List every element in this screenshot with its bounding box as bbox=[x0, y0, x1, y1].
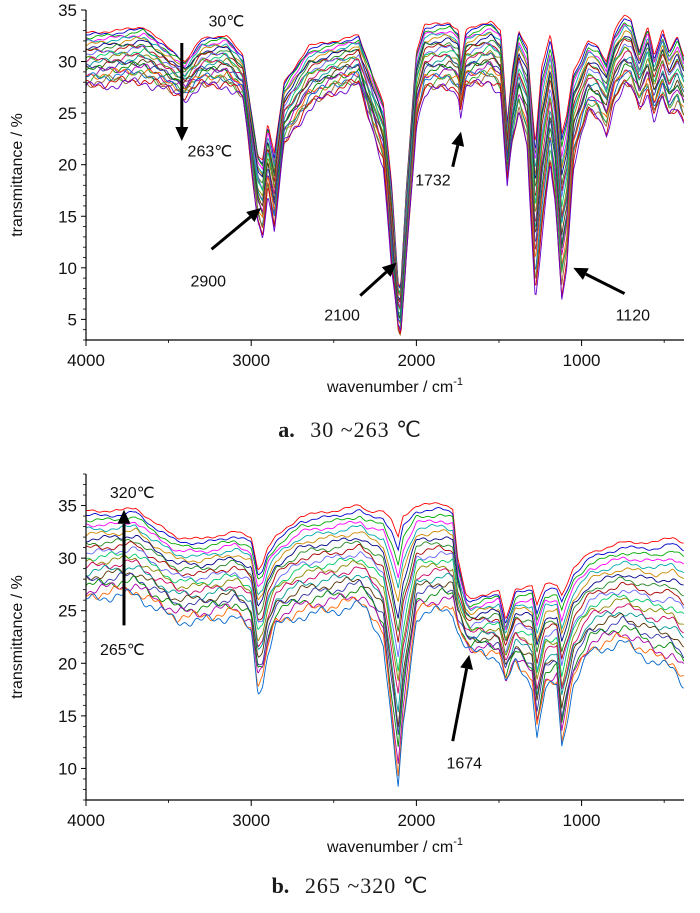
series-line-b-6 bbox=[86, 527, 684, 643]
y-tick-label-a: 20 bbox=[58, 156, 77, 175]
y-tick-label-a: 10 bbox=[58, 259, 77, 278]
annotation-arrowhead-b-2 bbox=[460, 654, 473, 670]
annotation-label-a-3: 2900 bbox=[190, 273, 226, 290]
series-line-b-9 bbox=[86, 541, 684, 664]
series-line-a-19 bbox=[86, 67, 684, 326]
caption-b-text: 265 ~320 ℃ bbox=[304, 873, 429, 898]
caption-b-letter: b. bbox=[271, 873, 290, 898]
x-tick-label-a: 2000 bbox=[397, 351, 435, 370]
y-tick-label-a: 5 bbox=[68, 310, 77, 329]
x-axis-label-b: wavenumber / cm-1 bbox=[326, 836, 463, 856]
x-tick-label-b: 4000 bbox=[67, 811, 105, 830]
caption-a-letter: a. bbox=[278, 417, 295, 442]
series-line-b-20 bbox=[86, 588, 684, 787]
x-tick-label-b: 1000 bbox=[563, 811, 601, 830]
series-line-b-5 bbox=[86, 524, 684, 634]
series-line-b-1 bbox=[86, 502, 684, 619]
series-line-b-19 bbox=[86, 585, 684, 777]
series-line-b-15 bbox=[86, 568, 684, 728]
x-tick-label-a: 3000 bbox=[232, 351, 270, 370]
annotation-arrow-a-4 bbox=[451, 144, 460, 168]
series-line-b-2 bbox=[86, 507, 684, 624]
x-tick-label-a: 1000 bbox=[563, 351, 601, 370]
x-tick-label-b: 2000 bbox=[397, 811, 435, 830]
series-line-b-10 bbox=[86, 546, 684, 671]
annotation-label-a-5: 1732 bbox=[415, 172, 451, 189]
series-line-a-21 bbox=[86, 69, 684, 328]
y-tick-label-a: 30 bbox=[58, 53, 77, 72]
series-line-b-16 bbox=[86, 572, 684, 736]
annotation-label-b-1: 320℃ bbox=[110, 485, 155, 502]
caption-a-text: 30 ~263 ℃ bbox=[310, 417, 422, 442]
caption-b: b. 265 ~320 ℃ bbox=[0, 873, 700, 899]
annotation-arrowhead-a-5 bbox=[573, 267, 589, 280]
y-tick-label-b: 10 bbox=[58, 759, 77, 778]
annotation-arrow-b-2 bbox=[451, 668, 469, 742]
series-line-b-7 bbox=[86, 535, 684, 646]
x-tick-label-a: 4000 bbox=[67, 351, 105, 370]
y-tick-label-b: 20 bbox=[58, 654, 77, 673]
series-group-b bbox=[86, 502, 684, 787]
y-tick-label-b: 15 bbox=[58, 707, 77, 726]
series-line-a-23 bbox=[86, 75, 684, 335]
series-line-a-20 bbox=[86, 68, 684, 323]
y-axis-label-a: transmittance / % bbox=[9, 113, 26, 237]
y-tick-label-b: 35 bbox=[58, 497, 77, 516]
series-line-b-8 bbox=[86, 538, 684, 653]
y-tick-label-b: 30 bbox=[58, 549, 77, 568]
y-tick-label-a: 25 bbox=[58, 104, 77, 123]
annotation-arrowhead-b-1 bbox=[117, 509, 131, 524]
series-line-a-24 bbox=[86, 77, 684, 332]
series-group-a bbox=[86, 14, 684, 337]
chart-b: 10 15 20 25 30 35 4000 3000 2000 1000 wavenumber /… bbox=[9, 473, 684, 856]
annotation-arrowhead-a-1 bbox=[175, 126, 189, 141]
annotation-label-b-3: 1674 bbox=[446, 755, 482, 772]
caption-a: a. 30 ~263 ℃ bbox=[0, 417, 700, 443]
annotation-arrow-a-2 bbox=[210, 215, 252, 251]
y-tick-label-a: 35 bbox=[58, 1, 77, 20]
y-axis-label-b: transmittance / % bbox=[9, 575, 26, 699]
annotation-arrow-a-5 bbox=[585, 272, 626, 295]
annotation-label-a-6: 1120 bbox=[616, 307, 651, 324]
y-tick-label-a: 15 bbox=[58, 207, 77, 226]
series-line-b-4 bbox=[86, 519, 684, 631]
x-tick-label-b: 3000 bbox=[232, 811, 270, 830]
chart-a: 5 10 15 20 25 30 35 4000 3000 2000 1000 wavenumber … bbox=[9, 1, 684, 396]
x-axis-label-a: wavenumber / cm-1 bbox=[326, 376, 463, 396]
series-line-b-3 bbox=[86, 513, 684, 629]
annotation-label-a-4: 2100 bbox=[324, 307, 360, 324]
y-tick-label-b: 25 bbox=[58, 602, 77, 621]
series-line-b-13 bbox=[86, 559, 684, 694]
annotation-arrowhead-a-2 bbox=[246, 208, 262, 222]
annotation-arrowhead-a-4 bbox=[451, 131, 465, 147]
annotation-arrow-a-3 bbox=[359, 270, 388, 297]
annotation-arrowhead-a-3 bbox=[381, 262, 397, 277]
annotation-label-a-2: 263℃ bbox=[188, 143, 233, 160]
annotation-label-a-1: 30℃ bbox=[209, 14, 245, 31]
series-line-b-18 bbox=[86, 582, 684, 764]
series-line-b-11 bbox=[86, 551, 684, 677]
annotation-label-b-2: 265℃ bbox=[100, 642, 145, 659]
series-line-b-12 bbox=[86, 554, 684, 687]
